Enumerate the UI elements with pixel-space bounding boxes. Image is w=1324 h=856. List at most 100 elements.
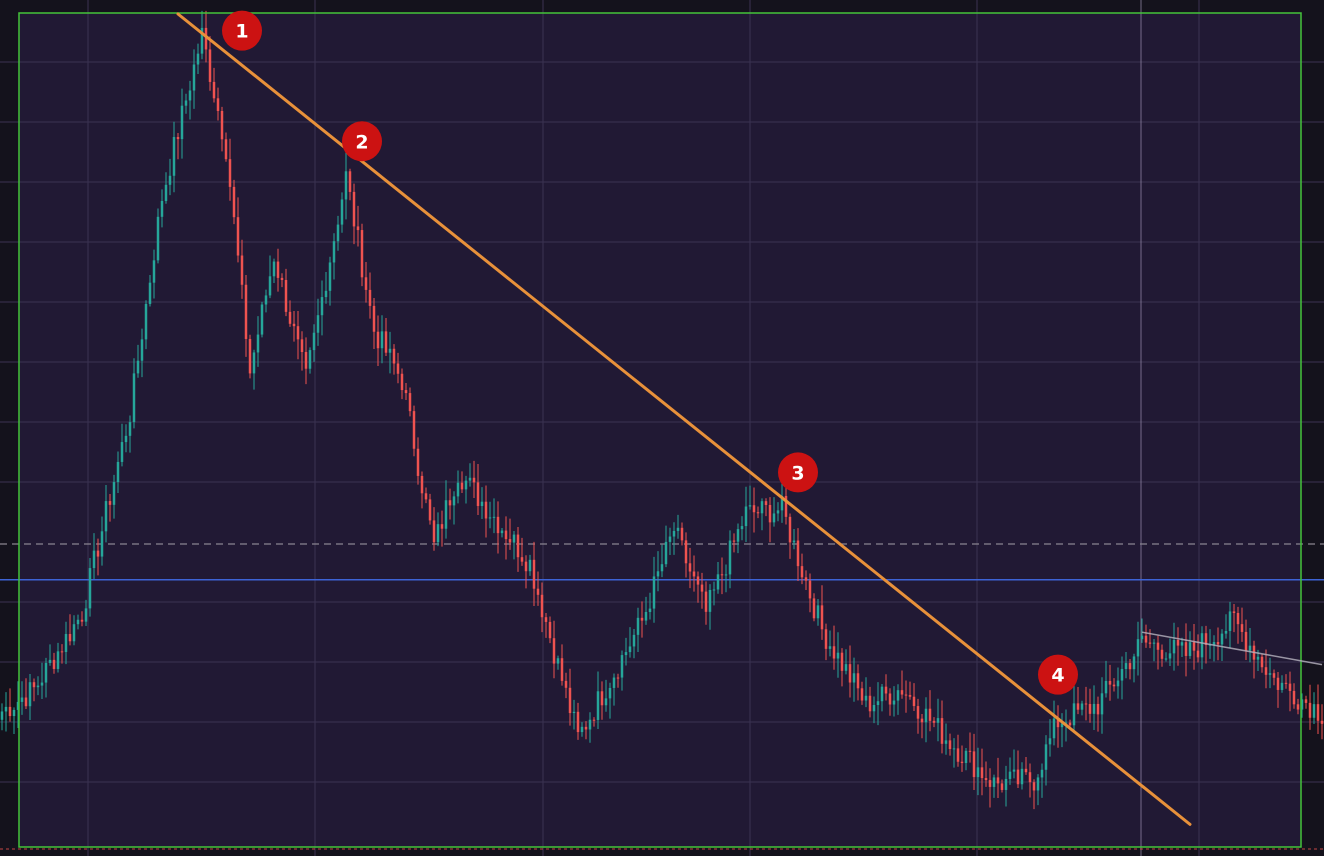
candle-body bbox=[416, 448, 420, 476]
candle-body bbox=[656, 571, 660, 577]
candle-body bbox=[1112, 684, 1116, 687]
candle-body bbox=[824, 629, 828, 649]
candle-body bbox=[336, 224, 340, 242]
candle-body bbox=[816, 605, 820, 619]
candle-body bbox=[560, 658, 564, 681]
candle-body bbox=[492, 516, 496, 518]
candle-body bbox=[672, 530, 676, 537]
candle-body bbox=[692, 571, 696, 577]
candle-body bbox=[916, 706, 920, 719]
candle-body bbox=[968, 750, 972, 752]
candle-body bbox=[208, 49, 212, 82]
candle-body bbox=[832, 646, 836, 659]
candle-body bbox=[288, 311, 292, 324]
candle-body bbox=[720, 574, 724, 576]
candle-body bbox=[348, 171, 352, 192]
candle-body bbox=[928, 708, 932, 721]
candle-body bbox=[748, 505, 752, 507]
candle-body bbox=[840, 652, 844, 671]
candle-body bbox=[52, 659, 56, 669]
candle-body bbox=[764, 501, 768, 505]
candle-body bbox=[72, 624, 76, 642]
candle-body bbox=[596, 691, 600, 720]
candle-body bbox=[176, 137, 180, 140]
candle-body bbox=[16, 701, 20, 710]
candle-body bbox=[608, 687, 612, 699]
candle-body bbox=[60, 651, 64, 653]
candle-body bbox=[736, 529, 740, 542]
candle-body bbox=[148, 282, 152, 304]
candle-body bbox=[872, 705, 876, 712]
candle-body bbox=[520, 557, 524, 562]
candle-body bbox=[632, 634, 636, 647]
candle-body bbox=[48, 659, 52, 663]
candle-body bbox=[960, 761, 964, 764]
candle-body bbox=[508, 539, 512, 543]
candle-body bbox=[328, 262, 332, 291]
candle-body bbox=[780, 495, 784, 511]
candle-body bbox=[248, 338, 252, 374]
candle-body bbox=[1092, 703, 1096, 714]
candle-body bbox=[1160, 649, 1164, 659]
candle-body bbox=[1016, 769, 1020, 785]
candle-body bbox=[1212, 642, 1216, 645]
candle-body bbox=[868, 695, 872, 712]
candle-body bbox=[1148, 642, 1152, 644]
candle-body bbox=[988, 780, 992, 787]
candle-body bbox=[980, 767, 984, 779]
candle-body bbox=[28, 682, 32, 707]
candle-body bbox=[524, 561, 528, 572]
candle-body bbox=[860, 688, 864, 701]
candle-body bbox=[756, 512, 760, 514]
candle-body bbox=[120, 442, 124, 462]
candle-body bbox=[724, 574, 728, 576]
candle-body bbox=[272, 261, 276, 277]
candle-body bbox=[820, 605, 824, 630]
candle-body bbox=[776, 510, 780, 514]
candle-body bbox=[292, 323, 296, 327]
candle-body bbox=[792, 540, 796, 543]
candle-body bbox=[1296, 704, 1300, 710]
candle-body bbox=[1036, 777, 1040, 791]
candle-body bbox=[1076, 703, 1080, 710]
candle-body bbox=[308, 350, 312, 369]
candle-body bbox=[32, 682, 36, 688]
candle-body bbox=[664, 541, 668, 565]
candle-body bbox=[472, 477, 476, 483]
candle-body bbox=[516, 534, 520, 558]
candle-body bbox=[84, 608, 88, 622]
candle-body bbox=[940, 718, 944, 744]
candle-body bbox=[428, 499, 432, 521]
candle-body bbox=[164, 184, 168, 201]
candle-body bbox=[912, 696, 916, 707]
candle-body bbox=[1056, 718, 1060, 728]
candle-body bbox=[420, 475, 424, 494]
candle-body bbox=[972, 751, 976, 778]
candle-body bbox=[1276, 677, 1280, 690]
candle-body bbox=[452, 496, 456, 506]
marker-2-badge bbox=[342, 121, 382, 162]
candle-body bbox=[364, 277, 368, 290]
candle-body bbox=[544, 617, 548, 622]
candle-body bbox=[556, 658, 560, 664]
candle-body bbox=[1280, 682, 1284, 690]
candle-body bbox=[412, 411, 416, 449]
candle-body bbox=[1216, 642, 1220, 645]
candle-body bbox=[268, 276, 272, 296]
candle-body bbox=[552, 638, 556, 664]
candle-body bbox=[368, 289, 372, 306]
secondary-trendline bbox=[1141, 631, 1323, 666]
candle-body bbox=[1104, 680, 1108, 694]
candle-body bbox=[836, 652, 840, 659]
candle-body bbox=[856, 673, 860, 689]
candle-body bbox=[696, 576, 700, 585]
candle-body bbox=[432, 520, 436, 543]
candle-body bbox=[1144, 635, 1148, 643]
candle-body bbox=[876, 701, 880, 706]
candle-body bbox=[468, 477, 472, 481]
candle-body bbox=[256, 334, 260, 353]
candle-body bbox=[884, 686, 888, 694]
candle-body bbox=[1264, 667, 1268, 675]
candle-body bbox=[8, 706, 12, 717]
